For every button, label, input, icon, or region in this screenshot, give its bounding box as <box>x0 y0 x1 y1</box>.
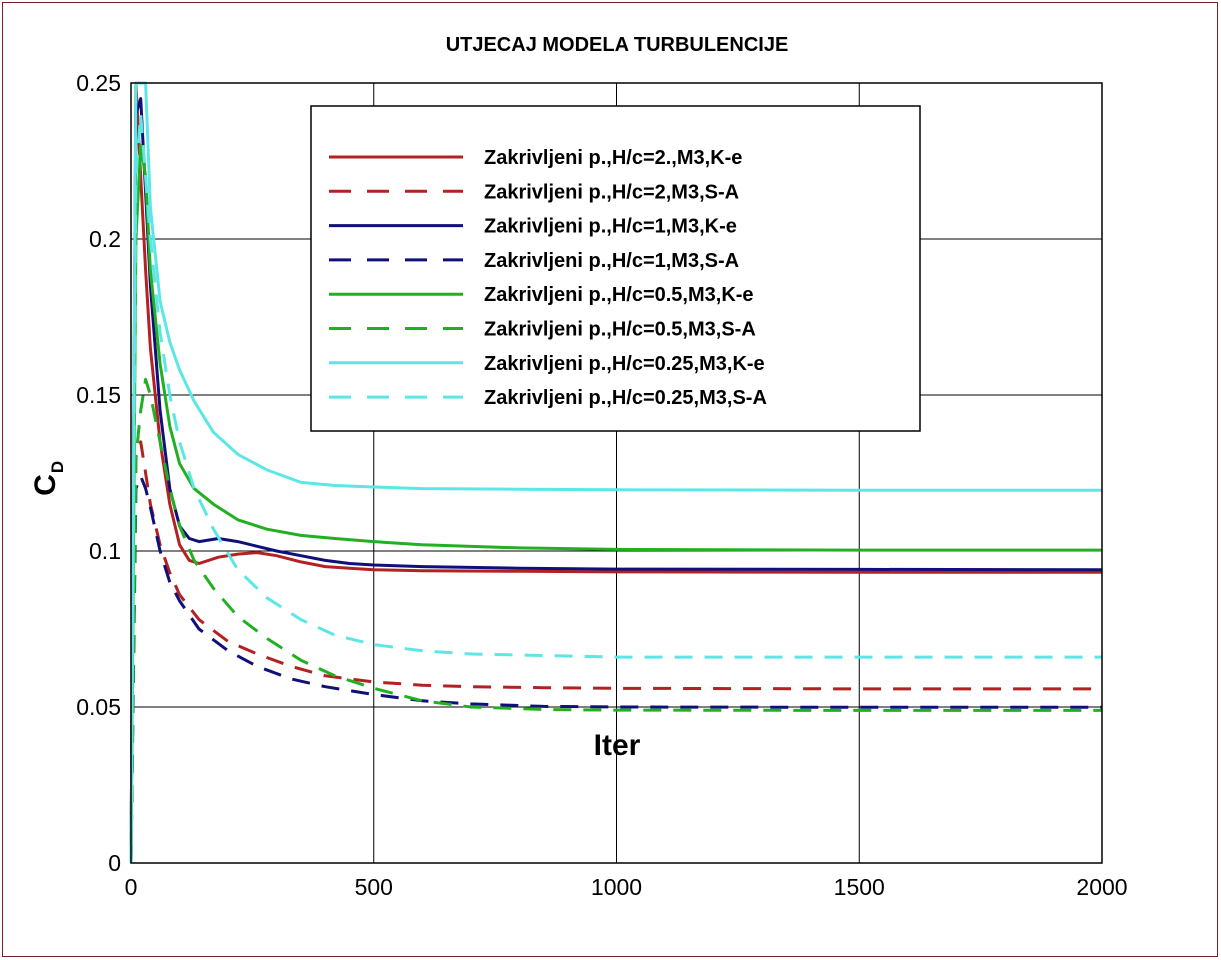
y-tick-label: 0.05 <box>76 694 121 720</box>
y-axis-label-subscript: D <box>48 461 67 473</box>
x-tick-label: 1000 <box>591 874 642 900</box>
axes-box <box>130 82 1103 864</box>
legend-label-7: Zakrivljeni p.,H/c=0.25,M3,K-e <box>484 353 765 375</box>
series-line-2 <box>129 440 1102 864</box>
y-tick-label: 0.15 <box>76 382 121 408</box>
legend: Zakrivljeni p.,H/c=2.,M3,K-e Zakrivljeni … <box>310 105 921 432</box>
series-line-6 <box>129 377 1102 864</box>
legend-label-2: Zakrivljeni p.,H/c=2,M3,S-A <box>484 181 739 203</box>
legend-label-1: Zakrivljeni p.,H/c=2.,M3,K-e <box>484 147 742 169</box>
legend-label-3: Zakrivljeni p.,H/c=1,M3,K-e <box>484 216 737 238</box>
legend-label-4: Zakrivljeni p.,H/c=1,M3,S-A <box>484 250 739 272</box>
x-tick-labels: 0 500 1000 1500 2000 <box>125 874 1128 900</box>
y-tick-labels: 0 0.05 0.1 0.15 0.2 0.25 <box>76 70 121 876</box>
y-axis-label: C <box>29 474 62 496</box>
y-tick-label: 0.1 <box>89 538 121 564</box>
x-tick-label: 500 <box>355 874 393 900</box>
y-tick-label: 0.25 <box>76 70 121 96</box>
legend-box <box>310 105 921 432</box>
x-axis-label: Iter <box>594 729 641 762</box>
x-tick-label: 2000 <box>1076 874 1127 900</box>
x-tick-label: 1500 <box>834 874 885 900</box>
x-tick-label: 0 <box>125 874 138 900</box>
series-layer <box>129 81 1103 864</box>
series-line-7 <box>129 81 1102 864</box>
y-tick-label: 0 <box>108 850 121 876</box>
y-tick-label: 0.2 <box>89 226 121 252</box>
legend-label-6: Zakrivljeni p.,H/c=0.5,M3,S-A <box>484 319 756 341</box>
series-line-4 <box>129 474 1102 864</box>
legend-label-8: Zakrivljeni p.,H/c=0.25,M3,S-A <box>484 387 767 409</box>
series-line-1 <box>129 81 1102 864</box>
chart-title: UTJECAJ MODELA TURBULENCIJE <box>446 34 789 56</box>
chart-svg: UTJECAJ MODELA TURBULENCIJE 0 500 1000 1500… <box>29 34 1128 900</box>
axes-frame <box>130 82 1103 864</box>
y-axis-label-group: C D <box>29 461 67 496</box>
legend-label-5: Zakrivljeni p.,H/c=0.5,M3,K-e <box>484 284 754 306</box>
